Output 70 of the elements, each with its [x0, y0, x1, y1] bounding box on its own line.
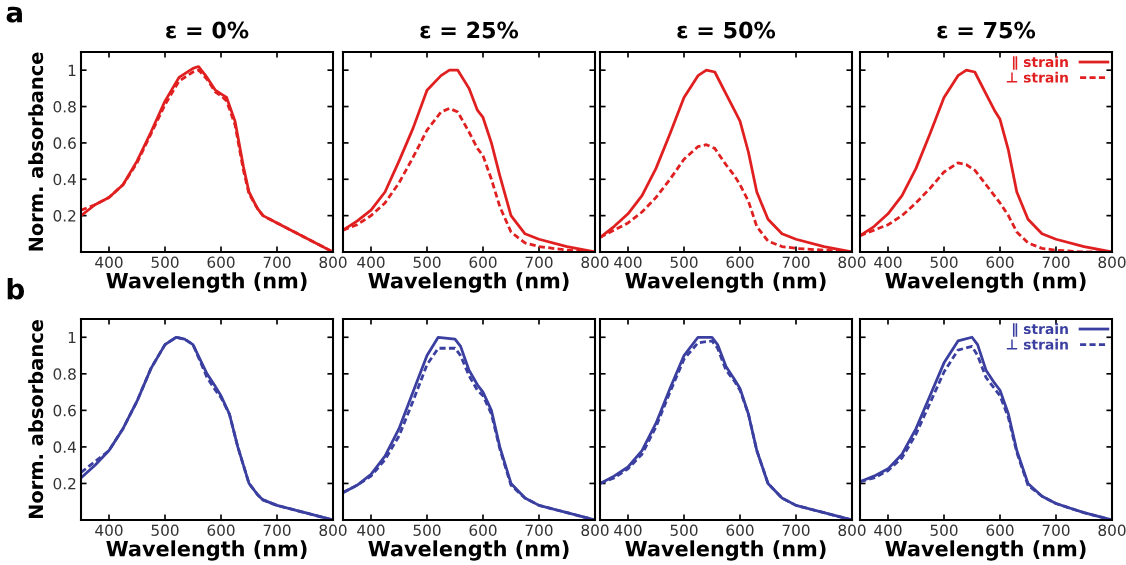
x-axis-title: Wavelength (nm)	[368, 540, 569, 561]
chart-title: ε = 25%	[420, 21, 519, 39]
x-tick-label: 500	[670, 524, 698, 536]
x-tick-label: 500	[413, 524, 441, 536]
x-axis-title: Wavelength (nm)	[625, 272, 826, 293]
x-tick-label: 700	[525, 256, 553, 268]
y-tick-label: 0.8	[53, 101, 76, 113]
x-tick-label: 400	[95, 524, 123, 536]
x-tick-label: 800	[581, 256, 609, 268]
x-tick-label: 600	[469, 256, 497, 268]
y-tick-label: 0.4	[53, 441, 76, 453]
chart-title: ε = 0%	[166, 21, 249, 39]
y-tick-label: 1	[68, 64, 76, 76]
x-tick-label: 600	[469, 524, 497, 536]
x-tick-label: 700	[1042, 524, 1070, 536]
x-tick-label: 700	[782, 524, 810, 536]
x-tick-label: 700	[1042, 256, 1070, 268]
y-tick-label: 0.2	[53, 477, 76, 490]
x-tick-label: 500	[670, 256, 698, 268]
x-tick-label: 400	[95, 256, 123, 268]
x-tick-label: 700	[525, 524, 553, 536]
x-tick-label: 500	[930, 524, 958, 536]
x-tick-label: 800	[581, 524, 609, 536]
y-tick-label: 0.6	[53, 137, 76, 149]
x-tick-label: 500	[930, 256, 958, 268]
legend-label: ⊥ strain	[1006, 338, 1068, 350]
x-axis-title: Wavelength (nm)	[368, 272, 569, 293]
x-tick-label: 400	[874, 256, 902, 268]
x-tick-label: 800	[1098, 256, 1126, 268]
y-tick-label: 0.2	[53, 210, 76, 222]
y-tick-label: 1	[68, 331, 76, 344]
x-tick-label: 600	[726, 256, 754, 268]
x-tick-label: 600	[207, 256, 235, 268]
legend-label: ⊥ strain	[1006, 71, 1068, 83]
y-tick-label: 0.8	[53, 368, 76, 380]
x-tick-label: 800	[319, 256, 347, 268]
x-tick-label: 800	[838, 524, 866, 536]
x-tick-label: 600	[207, 524, 235, 536]
x-axis-title: Wavelength (nm)	[625, 540, 826, 561]
x-tick-label: 400	[357, 524, 385, 536]
x-axis-title: Wavelength (nm)	[106, 272, 307, 293]
x-tick-label: 800	[319, 524, 347, 536]
x-tick-label: 600	[986, 256, 1014, 268]
x-tick-label: 400	[614, 256, 642, 268]
x-tick-label: 500	[413, 256, 441, 268]
x-axis-title: Wavelength (nm)	[885, 540, 1086, 561]
legend-label: ∥ strain	[1012, 56, 1068, 70]
x-tick-label: 400	[357, 256, 385, 268]
x-tick-label: 400	[874, 524, 902, 536]
y-axis-title: Norm. absorbance	[28, 52, 44, 251]
x-tick-label: 800	[838, 256, 866, 268]
legend-label: ∥ strain	[1012, 323, 1068, 337]
x-tick-label: 600	[726, 524, 754, 536]
x-axis-title: Wavelength (nm)	[106, 540, 307, 561]
x-tick-label: 700	[263, 256, 291, 268]
y-axis-title: Norm. absorbance	[28, 320, 44, 519]
y-tick-label: 0.4	[53, 173, 76, 186]
x-tick-label: 600	[986, 524, 1014, 536]
chart-title: ε = 75%	[937, 21, 1036, 39]
text: b	[7, 278, 25, 300]
text: a	[6, 6, 22, 23]
x-axis-title: Wavelength (nm)	[885, 272, 1086, 293]
x-tick-label: 700	[782, 256, 810, 268]
chart-title: ε = 50%	[677, 21, 776, 39]
x-tick-label: 500	[151, 256, 179, 268]
x-tick-label: 400	[614, 524, 642, 536]
x-tick-label: 700	[263, 524, 291, 536]
x-tick-label: 500	[151, 524, 179, 536]
x-tick-label: 800	[1098, 524, 1126, 536]
y-tick-label: 0.6	[53, 404, 76, 417]
